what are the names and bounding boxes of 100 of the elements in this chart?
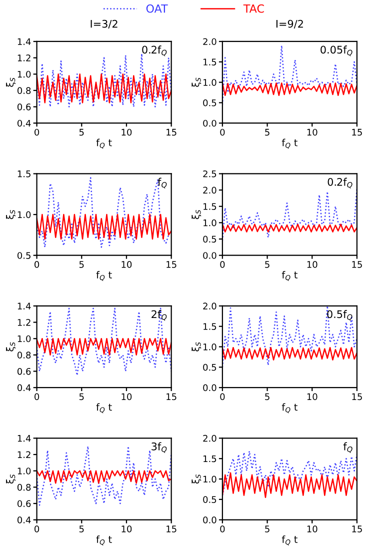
x-tick-label: 5: [79, 393, 84, 400]
x-axis-title: f$_{Q}$ t: [96, 271, 112, 281]
x-tick-label: 10: [122, 393, 132, 400]
y-tick-label: 1.5: [204, 455, 216, 462]
y-tick-label: 0.4: [17, 516, 31, 524]
y-axis-title: ξ$_{S}$: [192, 342, 202, 352]
y-tick-label: 1.2: [18, 54, 30, 62]
y-axis-title: ξ$_{S}$: [192, 210, 202, 220]
legend-label: TAC: [243, 4, 264, 13]
x-tick-label: 5: [265, 128, 270, 136]
y-tick-label: 2.0: [203, 434, 216, 442]
y-tick-label: 0.5: [203, 99, 216, 106]
x-tick-label: 0: [220, 526, 225, 532]
y-tick-label: 1.5: [18, 170, 30, 178]
y-axis-title: ξ$_{S}$: [192, 474, 202, 484]
line-series: [36, 214, 172, 240]
y-tick-label: 1.5: [204, 58, 216, 66]
x-tick-label: 15: [166, 261, 176, 268]
x-tick-label: 0: [220, 393, 225, 400]
y-tick-label: 0.4: [17, 384, 31, 392]
y-tick-label: 0.6: [17, 104, 31, 110]
x-axis-title: f$_{Q}$ t: [96, 403, 112, 414]
y-tick-label: 1.0: [18, 211, 31, 218]
line-series: [36, 338, 172, 356]
x-tick-label: 0: [220, 128, 225, 136]
x-tick-label: 15: [352, 261, 362, 268]
y-tick-label: 1.0: [204, 343, 216, 350]
y-axis-title: ξ$_{S}$: [6, 78, 16, 87]
x-tick-label: 0: [34, 526, 40, 532]
y-tick-label: 0.5: [203, 236, 216, 243]
x-axis-title: f$_{Q}$ t: [282, 271, 298, 281]
line-series: [222, 82, 357, 96]
x-tick-label: 15: [352, 526, 362, 532]
x-tick-label: 10: [122, 128, 132, 136]
x-tick-label: 15: [166, 526, 176, 532]
y-tick-label: 0.8: [17, 87, 31, 94]
line-series: [36, 74, 172, 104]
chart-title: I=9/2: [276, 20, 303, 29]
y-tick-label: 0.6: [17, 500, 31, 508]
x-tick-label: 0: [34, 393, 40, 400]
x-tick-label: 5: [79, 128, 84, 136]
y-tick-label: 1.2: [18, 319, 30, 326]
y-tick-label: 1.0: [204, 79, 216, 86]
x-axis-title: f$_{Q}$ t: [282, 138, 298, 149]
x-axis-title: f$_{Q}$ t: [282, 536, 298, 546]
annotation: f$_{Q}$: [343, 442, 352, 453]
chart-title: I=3/2: [90, 20, 118, 29]
x-tick-label: 10: [307, 128, 318, 136]
line-series: [222, 346, 357, 360]
annotation: 0.05f$_{Q}$: [320, 46, 352, 56]
x-tick-label: 15: [166, 393, 176, 400]
y-tick-label: 0.0: [203, 384, 216, 392]
y-axis-title: ξ$_{S}$: [6, 210, 16, 220]
x-tick-label: 5: [265, 393, 270, 400]
y-tick-label: 0.0: [203, 516, 216, 524]
x-tick-label: 5: [265, 526, 270, 532]
y-tick-label: 1.5: [204, 203, 216, 210]
annotation: 2f$_{Q}$: [152, 310, 167, 321]
x-tick-label: 10: [307, 261, 318, 268]
x-tick-label: 10: [307, 526, 318, 532]
y-tick-label: 1.4: [18, 302, 31, 310]
y-axis-title: ξ$_{S}$: [6, 474, 16, 484]
y-tick-label: 2.5: [203, 170, 216, 178]
x-axis-title: f$_{Q}$ t: [282, 403, 298, 414]
line-series: [222, 224, 357, 232]
line-series: [36, 177, 172, 248]
x-tick-label: 0: [220, 261, 225, 268]
annotation: 0.5f$_{Q}$: [327, 310, 352, 321]
y-tick-label: 1.4: [18, 38, 31, 45]
line-series: [36, 308, 172, 376]
annotation: 0.2f$_{Q}$: [142, 46, 167, 56]
line-series: [222, 472, 357, 498]
y-tick-label: 0.8: [17, 352, 31, 358]
y-tick-label: 0.5: [203, 496, 216, 503]
x-tick-label: 5: [79, 526, 84, 532]
y-tick-label: 1.5: [204, 323, 216, 330]
y-tick-label: 1.2: [18, 451, 30, 458]
y-tick-label: 1.0: [204, 476, 216, 483]
x-tick-label: 0: [34, 261, 40, 268]
y-tick-label: 0.5: [203, 364, 216, 371]
y-tick-label: 0.5: [17, 252, 30, 259]
y-tick-label: 1.0: [204, 219, 216, 226]
x-tick-label: 5: [79, 261, 84, 268]
x-tick-label: 10: [122, 526, 132, 532]
x-tick-label: 10: [307, 393, 318, 400]
y-tick-label: 0.0: [203, 120, 216, 127]
legend-label: OAT: [146, 4, 168, 13]
y-axis-title: ξ$_{S}$: [192, 78, 202, 87]
annotation: f$_{Q}$: [158, 178, 167, 188]
y-tick-label: 0.6: [17, 368, 31, 375]
line-series: [36, 470, 172, 484]
x-axis-title: f$_{Q}$ t: [96, 536, 112, 546]
x-tick-label: 10: [122, 261, 132, 268]
y-tick-label: 2.0: [203, 186, 216, 194]
x-axis-title: f$_{Q}$ t: [96, 138, 112, 149]
y-tick-label: 1.0: [18, 335, 31, 342]
x-tick-label: 0: [34, 128, 40, 136]
y-tick-label: 0.8: [17, 484, 31, 491]
y-tick-label: 0.4: [17, 120, 31, 127]
y-tick-label: 1.4: [18, 435, 31, 442]
